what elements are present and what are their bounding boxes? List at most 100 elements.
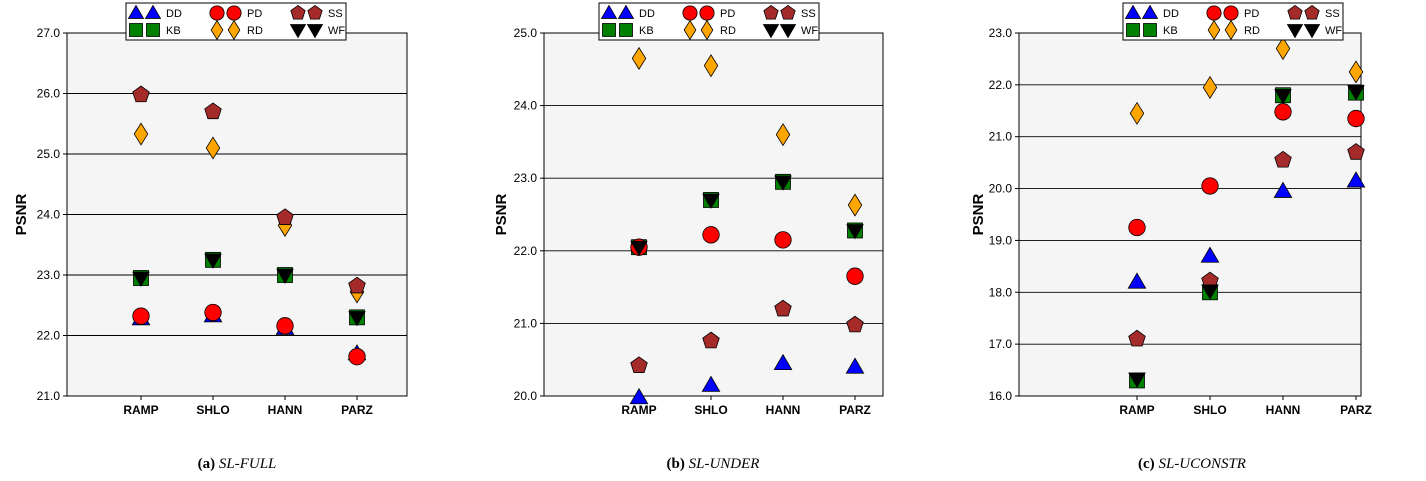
data-point-pd-shlo (1201, 177, 1219, 195)
y-tick-label: 25.0 (514, 26, 538, 40)
data-point-rd-shlo (1202, 75, 1218, 100)
x-tick-label-parz: PARZ (839, 403, 871, 417)
data-point-dd-parz (1346, 171, 1366, 188)
data-point-ss-hann (1274, 150, 1292, 168)
y-axis-label: PSNR (493, 194, 510, 236)
legend-label-pd: PD (247, 8, 262, 20)
y-tick-label: 26.0 (37, 87, 61, 101)
y-tick-label: 21.0 (989, 130, 1013, 144)
legend-marker-rd (227, 19, 241, 41)
legend-marker-kb (619, 23, 633, 37)
data-point-ss-ramp (630, 356, 648, 373)
legend-marker-rd (683, 19, 697, 41)
legend-label-rd: RD (247, 25, 263, 37)
legend-marker-wf (1303, 24, 1321, 39)
legend-marker-ss (307, 4, 323, 20)
y-tick-label: 20.0 (989, 182, 1013, 196)
legend-marker-wf (306, 24, 324, 39)
data-point-dd-parz (845, 357, 865, 374)
data-point-pd-shlo (204, 303, 222, 322)
data-point-wf-ramp (630, 240, 648, 257)
data-point-dd-shlo (701, 375, 721, 392)
x-tick-label-shlo: SHLO (1193, 403, 1226, 417)
x-tick-label-ramp: RAMP (123, 403, 158, 417)
data-point-wf-shlo (1201, 284, 1219, 300)
y-tick-label: 23.0 (37, 268, 61, 282)
data-point-wf-ramp (132, 271, 150, 287)
caption-letter: (c) (1138, 456, 1155, 472)
y-tick-label: 17.0 (989, 337, 1013, 351)
legend-label-wf: WF (801, 25, 818, 37)
data-point-pd-ramp (1128, 218, 1146, 237)
data-point-dd-hann (773, 353, 793, 370)
caption-2: (b) SL-UNDER (667, 456, 760, 473)
chart-panel-2: 20.0 21.0 22.0 23.0 24.0 25.0 PSNR RAMP SHLO HANN… (493, 2, 884, 417)
data-point-dd-hann (1273, 181, 1293, 198)
legend-marker-pd (209, 5, 225, 21)
legend-marker-ss (763, 4, 779, 20)
chart-panel-3: 16.0 17.0 18.0 19.0 20.0 21.0 22.0 23.0 PSNR RAMP… (970, 2, 1372, 417)
data-point-wf-parz (1347, 85, 1365, 101)
legend-marker-kb (146, 23, 160, 37)
y-tick-label: 23.0 (989, 26, 1013, 40)
x-tick-label-parz: PARZ (1340, 403, 1372, 417)
y-tick-label: 22.0 (989, 78, 1013, 92)
legend-label-dd: DD (166, 8, 182, 20)
y-tick-label: 25.0 (37, 147, 61, 161)
data-point-ss-parz (1347, 143, 1365, 160)
y-tick-label: 27.0 (37, 26, 61, 40)
legend-marker-wf (1286, 24, 1304, 39)
data-point-pd-ramp (132, 307, 150, 325)
legend-marker-rd (210, 19, 224, 41)
data-point-wf-hann (774, 175, 792, 191)
data-point-dd-ramp (1127, 272, 1147, 289)
data-point-wf-ramp (1128, 372, 1146, 388)
y-axis-label: PSNR (13, 194, 30, 236)
legend-marker-pd (699, 5, 715, 21)
data-point-ss-hann (774, 299, 792, 317)
legend: DD KB PD RD SS WF (125, 2, 347, 41)
y-tick-label: 18.0 (989, 285, 1013, 299)
legend-marker-ss (780, 4, 796, 20)
x-tick-label-shlo: SHLO (694, 403, 727, 417)
y-tick-label: 24.0 (37, 208, 61, 222)
legend-label-ss: SS (1325, 8, 1340, 20)
y-tick-label: 23.0 (514, 171, 538, 185)
legend-marker-dd (600, 4, 618, 19)
legend-marker-ss (1287, 4, 1303, 20)
data-point-rd-shlo (703, 54, 719, 78)
data-point-wf-shlo (702, 193, 720, 209)
legend-label-wf: WF (1325, 25, 1342, 37)
legend-label-pd: PD (720, 8, 735, 20)
data-point-ss-shlo (204, 102, 222, 120)
data-point-ss-parz (348, 276, 366, 294)
legend-marker-wf (779, 24, 797, 39)
legend-label-ss: SS (328, 8, 343, 20)
data-point-rd-ramp (1129, 101, 1145, 125)
caption-1: (a) SL-FULL (198, 456, 277, 473)
x-tick-label-parz: PARZ (341, 403, 373, 417)
legend-marker-ss (290, 4, 306, 20)
data-point-ss-hann (276, 208, 294, 225)
legend-marker-wf (762, 24, 780, 39)
data-point-rd-parz (1348, 60, 1364, 84)
data-point-rd-parz (847, 193, 863, 217)
legend-marker-dd (1124, 4, 1142, 19)
legend-marker-pd (226, 5, 242, 21)
data-point-rd-ramp (133, 122, 149, 146)
legend-label-dd: DD (1163, 8, 1179, 20)
legend-marker-rd (1207, 19, 1221, 41)
caption-letter: (b) (666, 456, 685, 472)
legend-marker-dd (127, 4, 145, 19)
y-tick-label: 24.0 (514, 99, 538, 113)
legend-label-kb: KB (639, 25, 654, 37)
caption-3: (c) SL-UCONSTR (1138, 456, 1246, 473)
legend-label-rd: RD (720, 25, 736, 37)
legend-label-ss: SS (801, 8, 816, 20)
data-point-pd-parz (1347, 109, 1365, 128)
y-tick-label: 22.0 (514, 244, 538, 258)
data-point-pd-shlo (702, 226, 720, 244)
legend-label-dd: DD (639, 8, 655, 20)
data-point-dd-shlo (1200, 246, 1220, 263)
